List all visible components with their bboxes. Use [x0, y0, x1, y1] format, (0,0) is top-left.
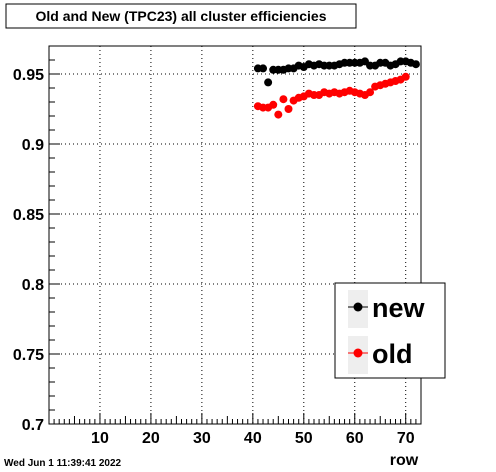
legend-marker-old: [353, 348, 363, 358]
y-tick-label: 0.9: [22, 137, 44, 154]
data-point-new: [264, 78, 273, 87]
legend-label-new: new: [372, 293, 426, 323]
chart-title-box: Old and New (TPC23) all cluster efficien…: [5, 3, 357, 29]
data-series: [253, 57, 420, 119]
title-frame: [5, 3, 357, 29]
y-tick-label: 0.85: [13, 207, 44, 224]
x-tick-label: 30: [193, 430, 211, 447]
series-old: [253, 72, 410, 119]
axis-ticks: [49, 59, 422, 425]
y-tick-label: 0.95: [13, 67, 44, 84]
y-tick-label: 0.8: [22, 277, 44, 294]
x-tick-label: 60: [346, 430, 364, 447]
data-point-old: [279, 95, 288, 104]
x-axis-title: row: [390, 452, 419, 469]
y-tick-labels: 0.7 0.75 0.8 0.85 0.9 0.95: [13, 67, 44, 434]
data-point-old: [274, 110, 283, 119]
data-point-old: [401, 72, 410, 81]
y-tick-label: 0.7: [22, 417, 44, 434]
legend-label-old: old: [372, 339, 413, 369]
data-point-new: [411, 60, 420, 69]
x-tick-label: 20: [142, 430, 160, 447]
x-tick-label: 70: [397, 430, 415, 447]
y-tick-label: 0.75: [13, 347, 44, 364]
legend: new old: [334, 282, 446, 379]
legend-marker-new: [353, 302, 363, 312]
data-point-old: [269, 100, 278, 109]
x-tick-label: 40: [244, 430, 262, 447]
footer-timestamp: Wed Jun 1 11:39:41 2022: [4, 458, 122, 469]
data-point-old: [366, 88, 375, 97]
x-tick-label: 50: [295, 430, 313, 447]
chart-title: Old and New (TPC23) all cluster efficien…: [36, 8, 327, 24]
x-tick-label: 10: [91, 430, 109, 447]
data-point-new: [259, 64, 268, 73]
x-tick-labels: 10 20 30 40 50 60 70: [91, 430, 415, 447]
data-point-old: [284, 105, 293, 113]
series-new: [253, 57, 420, 87]
